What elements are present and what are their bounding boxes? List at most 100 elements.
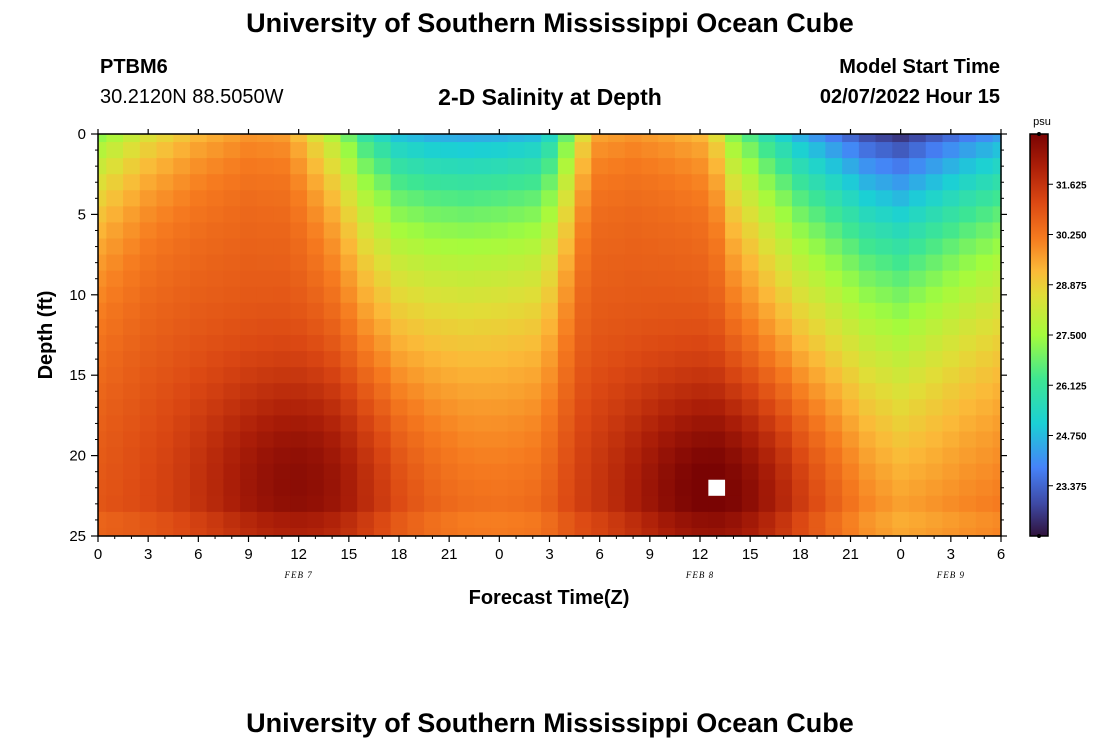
heatmap-cell [892,142,910,159]
heatmap-cell [959,286,977,304]
heatmap-cell [741,174,760,191]
heatmap-cell [507,383,526,400]
heatmap-cell [942,222,960,240]
heatmap-cell [440,302,459,320]
heatmap-cell [189,527,208,537]
heatmap-cell [992,206,1002,224]
heatmap-cell [959,367,977,384]
heatmap-cell [173,415,191,433]
heatmap-cell [357,383,375,400]
heatmap-cell [424,302,442,320]
heatmap-cell [307,367,325,384]
heatmap-cell [139,174,158,191]
heatmap-cell [741,238,760,256]
heatmap-cell [490,190,509,207]
heatmap-cell [106,254,124,272]
heatmap-cell [574,238,592,256]
heatmap-cell [992,415,1002,433]
heatmap-cell [173,527,191,537]
x-tick-label: 12 [290,546,307,563]
heatmap-cell [608,270,626,288]
heatmap-cell [290,206,308,224]
heatmap-cell [942,134,960,143]
heatmap-cell [624,286,643,304]
heatmap-cell [173,142,191,159]
heatmap-cell [307,158,325,175]
heatmap-cell [674,511,693,529]
heatmap-cell [407,174,425,191]
heatmap-cell [189,399,208,416]
heatmap-cell [307,190,325,207]
heatmap-cell [975,174,994,191]
heatmap-cell [524,367,542,384]
heatmap-cell [741,158,760,175]
heatmap-cell [942,302,960,320]
heatmap-cell [992,142,1002,159]
heatmap-cell [474,134,492,143]
heatmap-cell [541,383,559,400]
heatmap-cell [557,174,576,191]
heatmap-cell [825,463,843,481]
heatmap-cell [842,367,860,384]
colorbar-tick-label: 26.125 [1056,381,1087,392]
x-tick-label: 9 [244,546,252,563]
heatmap-cell [691,174,709,191]
station-coordinates: 30.2120N 88.5050W [100,86,284,108]
heatmap-cell [189,335,208,352]
heatmap-cell [106,206,124,224]
heatmap-cell [942,318,960,336]
heatmap-cell [323,527,342,537]
heatmap-cell [858,431,877,449]
heatmap-cell [708,527,726,537]
heatmap-cell [340,142,358,159]
heatmap-cell [507,254,526,272]
heatmap-cell [189,190,208,207]
heatmap-cell [741,415,760,433]
heatmap-cell [808,134,827,143]
heatmap-cell [741,142,760,159]
heatmap-cell [925,134,944,143]
heatmap-cell [808,415,827,433]
heatmap-cell [942,286,960,304]
heatmap-cell [858,335,877,352]
heatmap-cell [674,383,693,400]
heatmap-cell [424,415,442,433]
heatmap-cell [741,335,760,352]
heatmap-cell [256,142,275,159]
heatmap-cell [674,367,693,384]
colorbar-tick-label: 31.625 [1056,180,1087,191]
heatmap-cell [98,190,107,207]
heatmap-cell [674,174,693,191]
heatmap-cell [307,415,325,433]
heatmap-cell [156,335,174,352]
heatmap-cell [858,318,877,336]
heatmap-cell [925,142,944,159]
heatmap-cell [758,367,776,384]
heatmap-cell [98,479,107,497]
heatmap-cell [524,222,542,240]
heatmap-cell [808,302,827,320]
heatmap-cell [975,254,994,272]
heatmap-cell [273,495,291,513]
heatmap-cell [574,351,592,368]
heatmap-cell [373,479,392,497]
heatmap-cell [440,190,459,207]
heatmap-cell [357,302,375,320]
heatmap-cell [909,399,927,416]
heatmap-cell [340,431,358,449]
heatmap-cell [424,254,442,272]
heatmap-cell [123,190,141,207]
heatmap-cell [557,254,576,272]
heatmap-cell [256,158,275,175]
heatmap-cell [123,479,141,497]
heatmap-cell [524,270,542,288]
heatmap-cell [892,431,910,449]
heatmap-cell [123,318,141,336]
heatmap-cell [440,495,459,513]
heatmap-cell [340,238,358,256]
heatmap-cell [440,270,459,288]
heatmap-cell [474,190,492,207]
heatmap-cell [507,399,526,416]
heatmap-cell [373,222,392,240]
heatmap-cell [373,415,392,433]
